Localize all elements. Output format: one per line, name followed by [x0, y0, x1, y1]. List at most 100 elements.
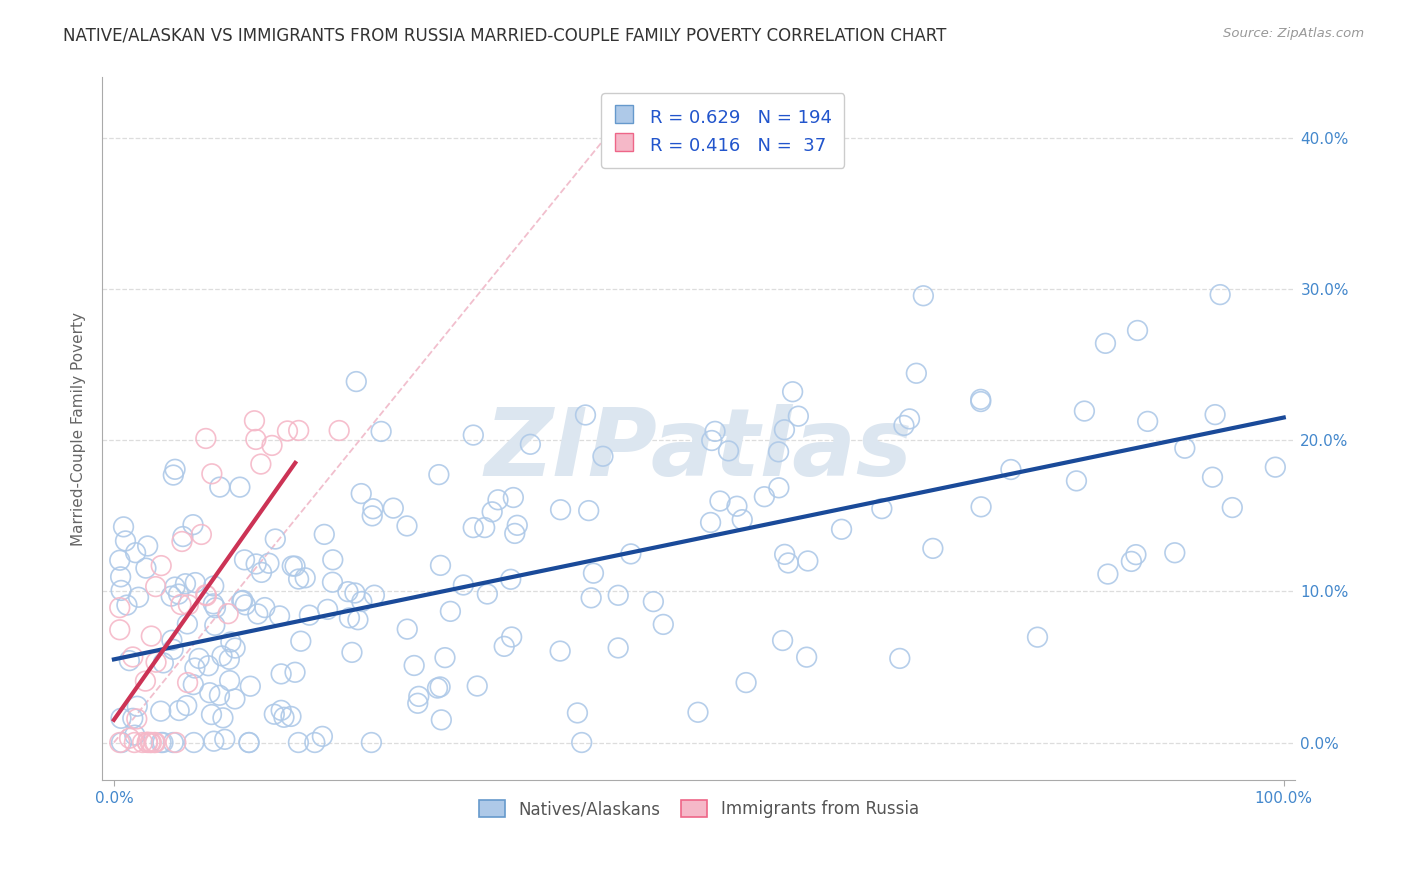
- Point: [363, 588, 385, 602]
- Point: [212, 711, 235, 725]
- Point: [567, 706, 589, 720]
- Point: [190, 527, 212, 541]
- Point: [284, 559, 307, 574]
- Point: [912, 289, 935, 303]
- Point: [152, 656, 174, 670]
- Point: [145, 735, 167, 749]
- Point: [439, 604, 461, 618]
- Point: [145, 580, 167, 594]
- Point: [1220, 500, 1243, 515]
- Point: [607, 640, 630, 655]
- Point: [208, 688, 231, 702]
- Point: [347, 613, 370, 627]
- Point: [620, 547, 643, 561]
- Point: [433, 650, 456, 665]
- Point: [124, 728, 146, 742]
- Point: [124, 546, 146, 560]
- Point: [1097, 567, 1119, 582]
- Point: [184, 661, 207, 675]
- Point: [453, 578, 475, 592]
- Point: [141, 629, 163, 643]
- Point: [477, 587, 499, 601]
- Point: [404, 658, 426, 673]
- Point: [768, 481, 790, 495]
- Point: [298, 608, 321, 623]
- Point: [582, 566, 605, 581]
- Point: [112, 520, 135, 534]
- Point: [165, 735, 187, 749]
- Point: [121, 650, 143, 665]
- Point: [426, 681, 449, 695]
- Point: [772, 633, 794, 648]
- Point: [145, 655, 167, 669]
- Point: [280, 709, 302, 723]
- Y-axis label: Married-Couple Family Poverty: Married-Couple Family Poverty: [72, 312, 86, 546]
- Point: [284, 665, 307, 680]
- Point: [1209, 287, 1232, 301]
- Point: [162, 468, 184, 483]
- Point: [194, 588, 217, 602]
- Point: [174, 576, 197, 591]
- Point: [494, 640, 516, 654]
- Point: [969, 392, 991, 407]
- Point: [202, 597, 225, 611]
- Point: [162, 735, 184, 749]
- Point: [787, 409, 810, 424]
- Point: [141, 735, 163, 749]
- Point: [1174, 441, 1197, 455]
- Point: [322, 553, 344, 567]
- Text: NATIVE/ALASKAN VS IMMIGRANTS FROM RUSSIA MARRIED-COUPLE FAMILY POVERTY CORRELATI: NATIVE/ALASKAN VS IMMIGRANTS FROM RUSSIA…: [63, 27, 946, 45]
- Point: [136, 735, 159, 749]
- Point: [773, 423, 796, 437]
- Point: [108, 735, 131, 749]
- Point: [831, 522, 853, 536]
- Point: [246, 607, 269, 621]
- Point: [250, 457, 273, 471]
- Point: [253, 600, 276, 615]
- Point: [773, 547, 796, 561]
- Point: [382, 501, 405, 516]
- Point: [135, 561, 157, 575]
- Text: Source: ZipAtlas.com: Source: ZipAtlas.com: [1223, 27, 1364, 40]
- Point: [430, 713, 453, 727]
- Point: [114, 533, 136, 548]
- Point: [204, 618, 226, 632]
- Point: [898, 412, 921, 426]
- Point: [211, 648, 233, 663]
- Point: [202, 579, 225, 593]
- Point: [250, 566, 273, 580]
- Point: [502, 491, 524, 505]
- Point: [269, 608, 291, 623]
- Point: [501, 630, 523, 644]
- Point: [176, 616, 198, 631]
- Point: [870, 501, 893, 516]
- Point: [202, 734, 225, 748]
- Point: [229, 480, 252, 494]
- Point: [1094, 336, 1116, 351]
- Point: [287, 424, 309, 438]
- Point: [339, 611, 361, 625]
- Point: [245, 557, 267, 571]
- Point: [217, 607, 239, 621]
- Point: [709, 494, 731, 508]
- Point: [686, 706, 709, 720]
- Point: [110, 711, 132, 725]
- Point: [149, 704, 172, 718]
- Point: [163, 580, 186, 594]
- Point: [889, 651, 911, 665]
- Point: [314, 527, 336, 541]
- Point: [396, 622, 419, 636]
- Point: [176, 675, 198, 690]
- Point: [195, 589, 218, 603]
- Point: [519, 437, 541, 451]
- Point: [1073, 404, 1095, 418]
- Point: [427, 467, 450, 482]
- Point: [110, 735, 132, 749]
- Point: [778, 556, 800, 570]
- Point: [121, 711, 143, 725]
- Point: [108, 623, 131, 637]
- Point: [231, 594, 253, 608]
- Point: [340, 645, 363, 659]
- Point: [360, 735, 382, 749]
- Point: [181, 678, 204, 692]
